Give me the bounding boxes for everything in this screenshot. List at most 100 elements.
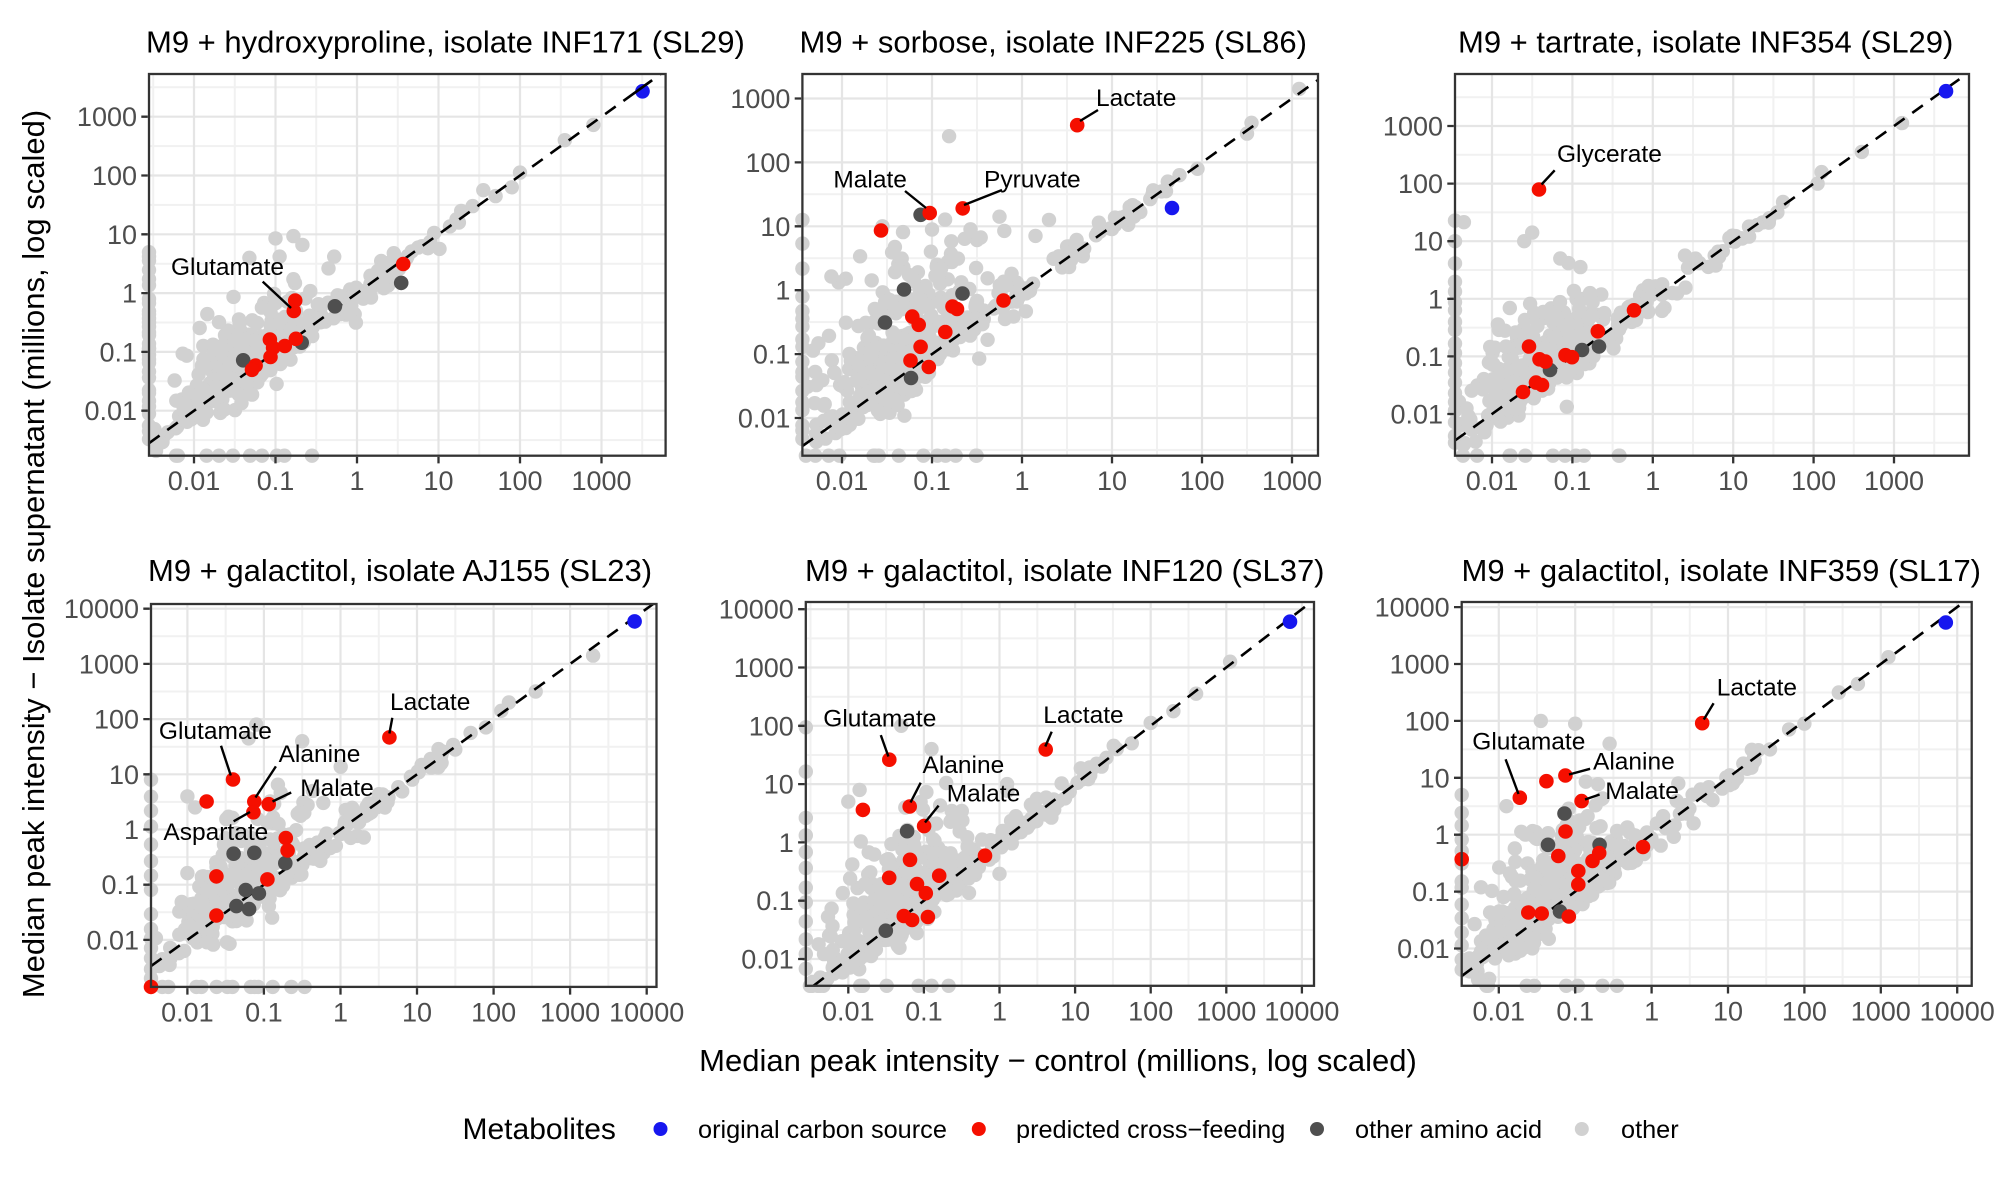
svg-text:M9 + hydroxyproline, isolate I: M9 + hydroxyproline, isolate INF171 (SL2… bbox=[146, 25, 745, 60]
svg-text:100: 100 bbox=[745, 148, 790, 178]
svg-text:predicted cross−feeding: predicted cross−feeding bbox=[1016, 1116, 1285, 1144]
svg-text:10000: 10000 bbox=[64, 594, 139, 624]
svg-text:M9 + sorbose, isolate INF225 (: M9 + sorbose, isolate INF225 (SL86) bbox=[800, 25, 1307, 60]
svg-text:1000: 1000 bbox=[77, 102, 137, 132]
svg-text:Glutamate: Glutamate bbox=[171, 254, 284, 281]
svg-text:100: 100 bbox=[497, 466, 542, 496]
svg-text:0.1: 0.1 bbox=[1405, 342, 1443, 372]
svg-text:1: 1 bbox=[1645, 466, 1660, 496]
svg-text:other: other bbox=[1621, 1116, 1679, 1144]
svg-text:1: 1 bbox=[122, 279, 137, 309]
svg-text:10: 10 bbox=[1413, 227, 1443, 257]
svg-text:10000: 10000 bbox=[1264, 996, 1339, 1026]
svg-text:0.01: 0.01 bbox=[816, 466, 869, 496]
svg-text:Metabolites: Metabolites bbox=[463, 1113, 616, 1146]
svg-text:100: 100 bbox=[1791, 466, 1836, 496]
svg-text:0.1: 0.1 bbox=[756, 886, 794, 916]
svg-text:10: 10 bbox=[402, 997, 432, 1027]
svg-text:10000: 10000 bbox=[1375, 593, 1450, 623]
svg-text:100: 100 bbox=[1179, 466, 1224, 496]
svg-text:other amino acid: other amino acid bbox=[1355, 1116, 1542, 1144]
svg-text:original carbon source: original carbon source bbox=[698, 1116, 947, 1144]
svg-text:10000: 10000 bbox=[609, 997, 684, 1027]
svg-text:10000: 10000 bbox=[719, 595, 794, 625]
svg-text:Lactate: Lactate bbox=[390, 689, 470, 716]
svg-text:10: 10 bbox=[423, 466, 453, 496]
svg-text:10: 10 bbox=[1060, 996, 1090, 1026]
svg-text:1000: 1000 bbox=[1383, 112, 1443, 142]
svg-text:Malate: Malate bbox=[300, 775, 374, 802]
svg-text:1: 1 bbox=[992, 996, 1007, 1026]
svg-text:Lactate: Lactate bbox=[1096, 85, 1176, 112]
svg-text:1000: 1000 bbox=[540, 997, 600, 1027]
svg-text:1: 1 bbox=[1014, 466, 1029, 496]
svg-text:100: 100 bbox=[471, 997, 516, 1027]
svg-text:Alanine: Alanine bbox=[1593, 749, 1675, 776]
svg-text:10: 10 bbox=[109, 760, 139, 790]
svg-text:M9 + galactitol, isolate INF12: M9 + galactitol, isolate INF120 (SL37) bbox=[805, 553, 1325, 588]
svg-text:Malate: Malate bbox=[1605, 778, 1679, 805]
svg-text:1000: 1000 bbox=[1864, 466, 1924, 496]
svg-text:M9 + galactitol, isolate AJ155: M9 + galactitol, isolate AJ155 (SL23) bbox=[148, 553, 652, 588]
svg-text:0.1: 0.1 bbox=[245, 997, 283, 1027]
svg-text:0.01: 0.01 bbox=[822, 996, 875, 1026]
svg-text:10: 10 bbox=[764, 770, 794, 800]
svg-text:M9 + tartrate, isolate INF354: M9 + tartrate, isolate INF354 (SL29) bbox=[1458, 25, 1953, 60]
svg-text:1000: 1000 bbox=[1851, 996, 1911, 1026]
svg-text:100: 100 bbox=[1128, 996, 1173, 1026]
svg-text:1: 1 bbox=[1428, 284, 1443, 314]
svg-text:0.1: 0.1 bbox=[913, 466, 951, 496]
svg-text:Alanine: Alanine bbox=[923, 752, 1005, 779]
svg-text:10: 10 bbox=[1420, 763, 1450, 793]
svg-text:10: 10 bbox=[1718, 466, 1748, 496]
svg-text:0.1: 0.1 bbox=[101, 870, 139, 900]
svg-text:0.01: 0.01 bbox=[1473, 996, 1526, 1026]
svg-text:Glutamate: Glutamate bbox=[1472, 729, 1585, 756]
svg-text:M9 + galactitol, isolate INF35: M9 + galactitol, isolate INF359 (SL17) bbox=[1462, 553, 1982, 588]
svg-text:0.01: 0.01 bbox=[741, 945, 794, 975]
svg-text:Lactate: Lactate bbox=[1717, 674, 1797, 701]
svg-text:0.01: 0.01 bbox=[1397, 934, 1450, 964]
svg-text:0.01: 0.01 bbox=[161, 997, 214, 1027]
svg-text:100: 100 bbox=[749, 711, 794, 741]
svg-text:100: 100 bbox=[1782, 996, 1827, 1026]
svg-text:Malate: Malate bbox=[833, 167, 907, 194]
svg-text:Glutamate: Glutamate bbox=[159, 718, 272, 745]
svg-text:100: 100 bbox=[1398, 169, 1443, 199]
svg-text:0.1: 0.1 bbox=[257, 466, 295, 496]
svg-text:1: 1 bbox=[124, 815, 139, 845]
svg-text:Alanine: Alanine bbox=[279, 741, 361, 768]
svg-text:0.1: 0.1 bbox=[1556, 996, 1594, 1026]
svg-text:0.01: 0.01 bbox=[1390, 400, 1443, 430]
svg-text:Median peak intensity − Isolat: Median peak intensity − Isolate supernat… bbox=[16, 110, 51, 998]
svg-text:0.01: 0.01 bbox=[738, 404, 791, 434]
svg-text:1: 1 bbox=[349, 466, 364, 496]
svg-text:10: 10 bbox=[1097, 466, 1127, 496]
svg-text:1000: 1000 bbox=[1262, 466, 1322, 496]
svg-text:10000: 10000 bbox=[1920, 996, 1995, 1026]
svg-text:10: 10 bbox=[1713, 996, 1743, 1026]
svg-text:1000: 1000 bbox=[79, 649, 139, 679]
svg-text:0.01: 0.01 bbox=[86, 925, 139, 955]
svg-text:1: 1 bbox=[333, 997, 348, 1027]
svg-text:Pyruvate: Pyruvate bbox=[984, 167, 1081, 194]
svg-text:0.1: 0.1 bbox=[1412, 877, 1450, 907]
svg-text:0.1: 0.1 bbox=[753, 340, 791, 370]
svg-text:100: 100 bbox=[92, 161, 137, 191]
svg-text:0.01: 0.01 bbox=[168, 466, 221, 496]
svg-text:10: 10 bbox=[107, 220, 137, 250]
svg-text:1000: 1000 bbox=[730, 84, 790, 114]
svg-text:Lactate: Lactate bbox=[1043, 702, 1123, 729]
svg-text:1: 1 bbox=[775, 276, 790, 306]
svg-text:100: 100 bbox=[1405, 706, 1450, 736]
svg-text:Glutamate: Glutamate bbox=[823, 706, 936, 733]
svg-text:0.1: 0.1 bbox=[1554, 466, 1592, 496]
svg-text:1000: 1000 bbox=[1390, 650, 1450, 680]
svg-text:1: 1 bbox=[779, 828, 794, 858]
svg-text:Glycerate: Glycerate bbox=[1557, 141, 1662, 168]
svg-text:1000: 1000 bbox=[1196, 996, 1256, 1026]
svg-text:1: 1 bbox=[1435, 820, 1450, 850]
svg-text:10: 10 bbox=[760, 212, 790, 242]
svg-text:100: 100 bbox=[94, 705, 139, 735]
svg-text:0.1: 0.1 bbox=[905, 996, 943, 1026]
